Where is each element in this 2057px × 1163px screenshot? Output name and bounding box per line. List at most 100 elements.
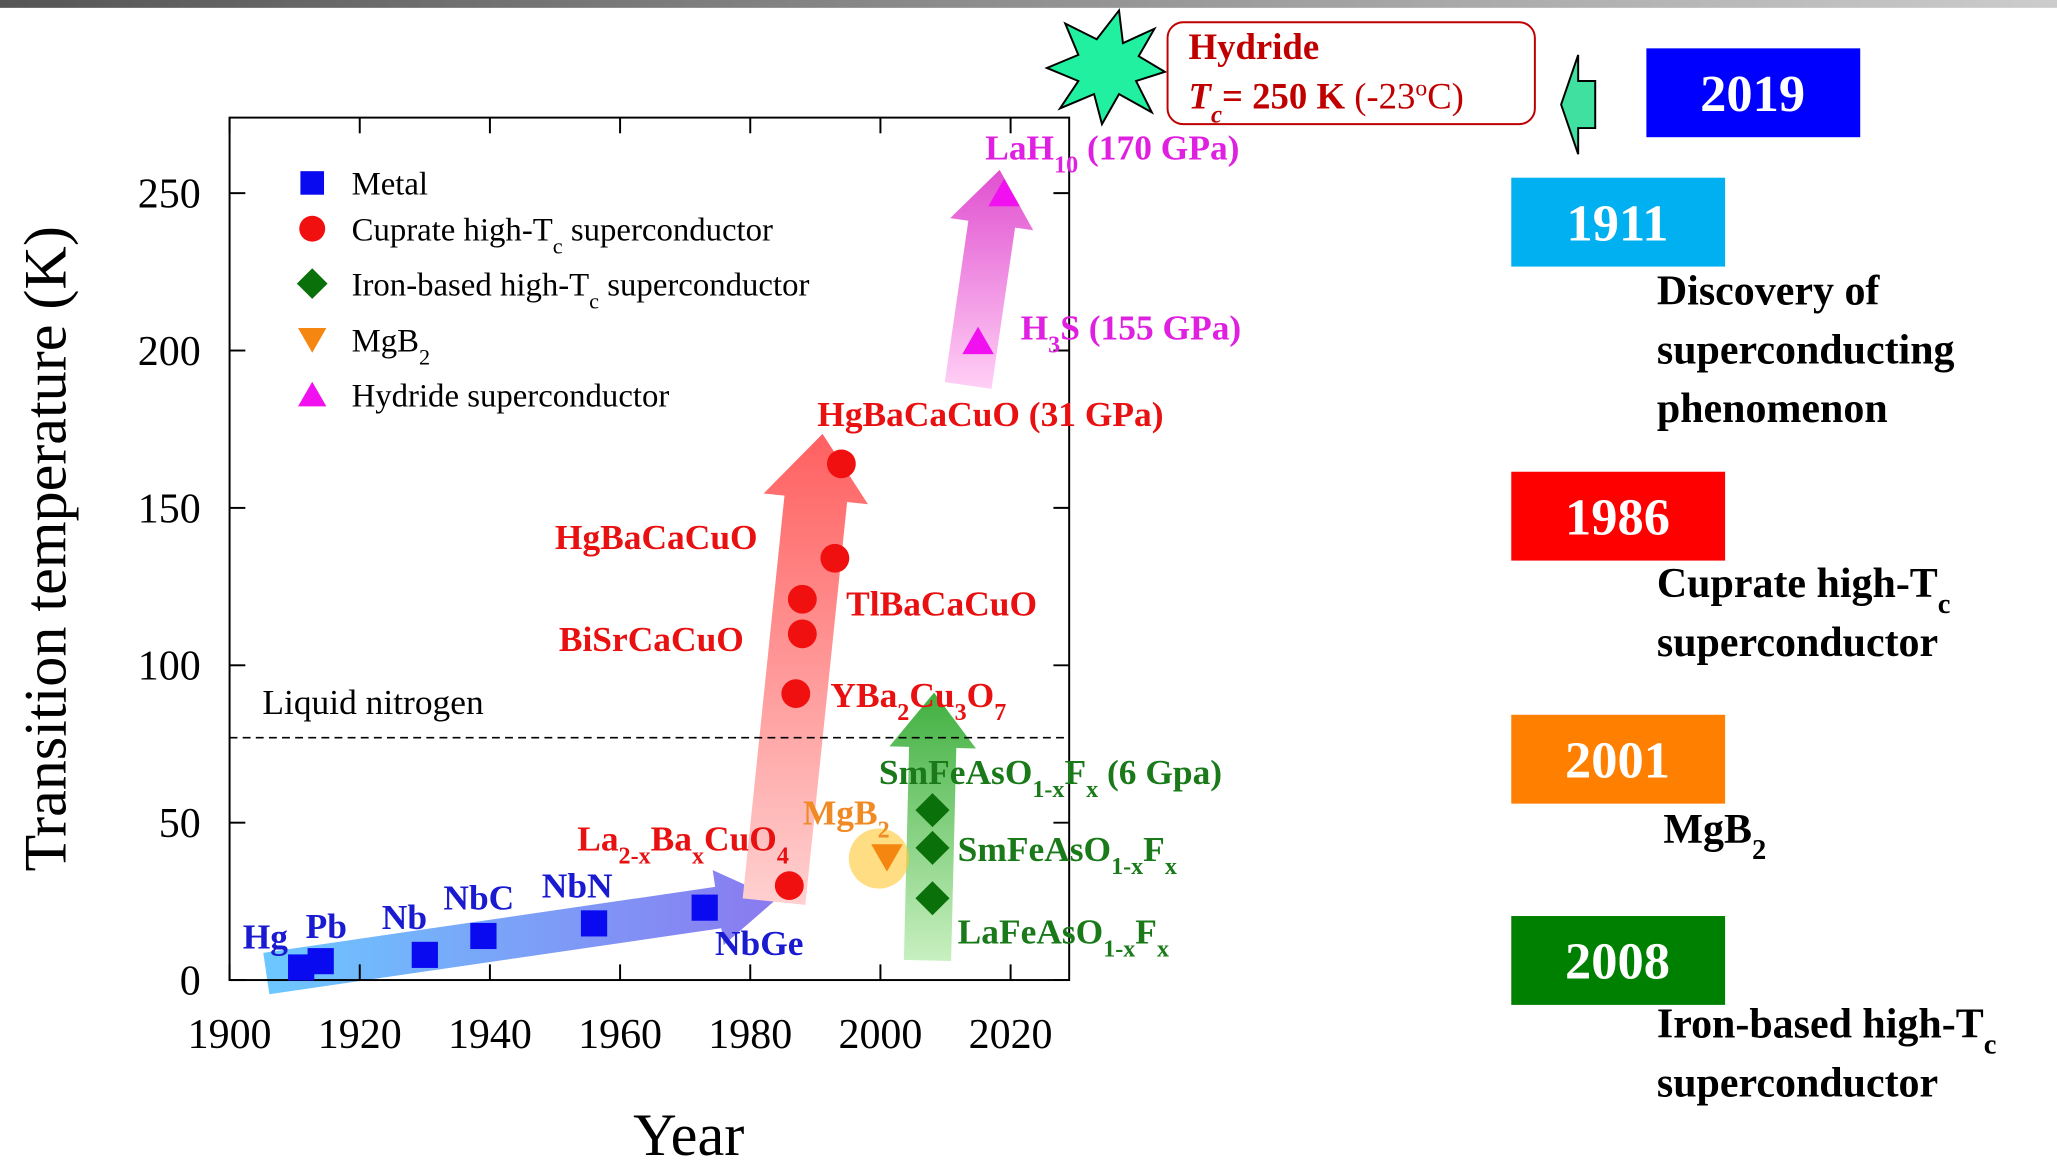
point-label-part: Ba [651, 819, 693, 859]
point-label: HgBaCaCuO [555, 517, 758, 557]
year-description: Cuprate high-Tc [1657, 561, 1951, 619]
year-description-part: Discovery of [1657, 269, 1881, 315]
point-label: SmFeAsO1-xFx (6 Gpa) [879, 752, 1222, 803]
y-tick-label: 0 [180, 959, 201, 1005]
legend-label: Iron-based high-Tc superconductor [352, 267, 810, 312]
year-description-part: superconductor [1657, 1060, 1938, 1106]
year-box [1646, 48, 1861, 138]
point-label: NbN [542, 866, 613, 906]
point-label-part: Nb [382, 897, 427, 937]
y-tick-label: 250 [138, 172, 201, 218]
highlight-glow [848, 828, 910, 889]
top-bar [0, 0, 2057, 8]
point-label-part: HgBaCaCuO [555, 517, 758, 557]
legend-label: Cuprate high-Tc superconductor [352, 212, 774, 257]
point [871, 844, 903, 872]
callout-text: (-23 [1345, 76, 1415, 117]
y-tick-label: 150 [138, 486, 201, 532]
legend-label: Hydride superconductor [352, 378, 670, 414]
point-label-part: Pb [306, 906, 347, 946]
year-label: 1986 [1565, 489, 1670, 547]
point-label-part: O [967, 675, 995, 715]
x-tick-label: 1980 [708, 1012, 792, 1058]
legend-label-part: Metal [352, 167, 428, 203]
year-description-part: Cuprate high-T [1657, 561, 1938, 607]
y-axis-title: Transition temperature (K) [12, 226, 79, 871]
point-label-part: HgBaCaCuO (31 GPa) [817, 394, 1163, 434]
year-box [1511, 916, 1726, 1005]
legend-label-part: Iron-based high-T [352, 267, 590, 303]
point-label-part: Cu [909, 675, 954, 715]
point-label-part: LaFeAsO [958, 912, 1104, 952]
year-label: 2001 [1565, 732, 1670, 790]
legend-label-part: superconductor [599, 267, 809, 303]
year-description: superconductor [1657, 620, 1938, 666]
y-tick-label: 200 [138, 329, 201, 375]
x-tick-label: 2000 [838, 1012, 922, 1058]
year-box [1511, 177, 1726, 267]
point-label-part: 3 [955, 700, 967, 726]
year-label: 1911 [1567, 195, 1669, 253]
point-label: Hg [243, 917, 289, 957]
point-label-part: 1-x [1032, 777, 1064, 803]
point-label-part: SmFeAsO [879, 752, 1032, 792]
year-description-part: Iron-based high-T [1657, 1002, 1984, 1048]
year-description-part: superconducting [1657, 327, 1955, 373]
point [787, 584, 817, 614]
point-label: LaFeAsO1-xFx [958, 912, 1169, 963]
callout-title: Hydride [1189, 26, 1320, 67]
point [411, 941, 438, 968]
legend-label-part: MgB [352, 324, 419, 360]
point-label-part: F [1135, 912, 1157, 952]
point [915, 830, 950, 865]
callout-text: o [1415, 76, 1427, 102]
x-tick-label: 1920 [318, 1012, 402, 1058]
point-label-part: S (155 GPa) [1060, 308, 1241, 348]
trend-arrow [263, 870, 777, 995]
legend-marker [300, 171, 325, 195]
point-label: BiSrCaCuO [559, 619, 744, 659]
year-description: MgB2 [1663, 807, 1766, 865]
point-label: NbGe [715, 923, 804, 963]
y-tick-label: 100 [138, 644, 201, 690]
point-label-part: NbN [542, 866, 613, 906]
point [826, 449, 856, 479]
trend-arrow [944, 169, 1034, 389]
point-label-part: (6 Gpa) [1098, 752, 1222, 792]
legend-label-part: superconductor [563, 212, 773, 248]
year-description-part: MgB [1663, 807, 1752, 853]
point-label-part: Hg [243, 917, 289, 957]
point [781, 679, 811, 708]
year-description: superconductor [1657, 1060, 1938, 1106]
legend-marker [298, 327, 327, 353]
point-label: Nb [382, 897, 427, 937]
point-label: SmFeAsO1-xFx [958, 829, 1177, 880]
point-label-part: 2-x [619, 844, 651, 870]
point-label-part: SmFeAsO [958, 829, 1111, 869]
point [691, 894, 718, 921]
reference-label: Liquid nitrogen [262, 682, 484, 722]
point-label: LaH10 (170 GPa) [985, 127, 1239, 178]
point-label-part: CuO [704, 819, 777, 859]
point [774, 871, 804, 901]
callout-text: T [1189, 76, 1213, 117]
legend-label-part: Cuprate high-T [352, 212, 553, 248]
point [915, 881, 950, 916]
year-description: Iron-based high-Tc [1657, 1002, 1997, 1060]
year-description: superconducting [1657, 327, 1955, 373]
point-label-part: 7 [994, 700, 1006, 726]
point [787, 619, 817, 649]
point-label: HgBaCaCuO (31 GPa) [817, 394, 1163, 434]
legend-label: MgB2 [352, 324, 431, 369]
x-axis-title: Year [633, 1102, 744, 1163]
x-tick-label: 1960 [578, 1012, 662, 1058]
legend-label: Metal [352, 167, 428, 203]
x-tick-label: 1900 [188, 1012, 272, 1058]
point-label-part: YBa [830, 675, 897, 715]
year-description-part: phenomenon [1657, 386, 1888, 432]
point-label-part: 1-x [1103, 936, 1135, 962]
legend-marker [296, 268, 328, 299]
point-label: YBa2Cu3O7 [830, 675, 1006, 726]
callout-text: c [1211, 101, 1222, 128]
